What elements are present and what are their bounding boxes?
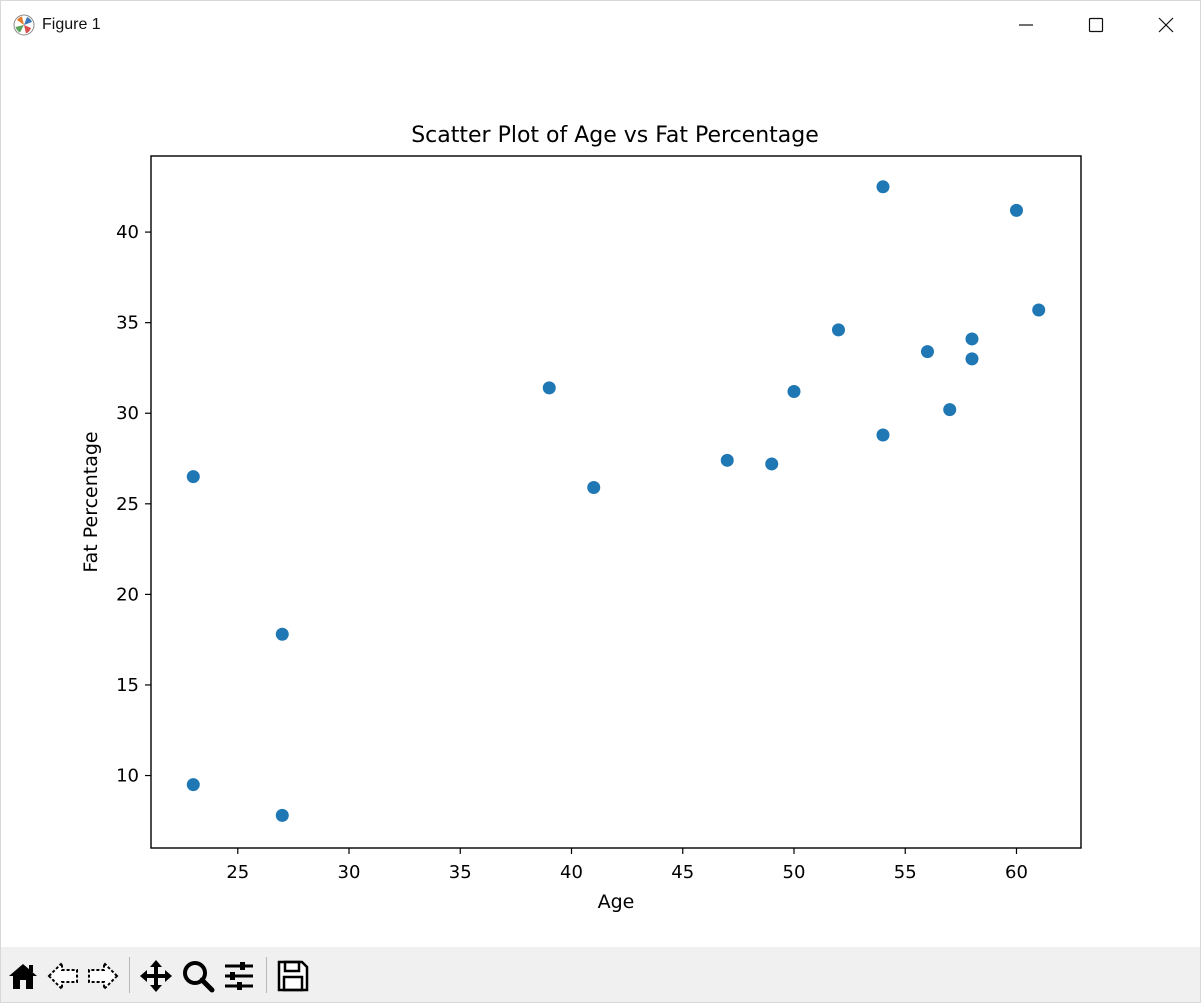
zoom-button[interactable] (181, 959, 215, 993)
data-point (943, 403, 957, 417)
data-point (920, 345, 934, 359)
pan-icon (140, 960, 172, 992)
data-point (186, 778, 200, 792)
scatter-plot: Scatter Plot of Age vs Fat Percentage 25… (80, 123, 1082, 913)
x-tick-label: 50 (783, 862, 806, 883)
chart-title: Scatter Plot of Age vs Fat Percentage (411, 123, 819, 148)
maximize-button[interactable] (1061, 1, 1131, 49)
back-arrow-icon (47, 960, 78, 992)
minimize-button[interactable] (991, 1, 1061, 49)
forward-button[interactable] (86, 959, 120, 993)
configure-subplots-button[interactable] (222, 959, 256, 993)
data-point (587, 481, 601, 495)
configure-subplots-icon (225, 962, 253, 990)
close-icon (1158, 17, 1174, 33)
y-tick-label: 40 (116, 222, 139, 243)
y-tick-label: 35 (116, 313, 139, 334)
figure-canvas[interactable]: Scatter Plot of Age vs Fat Percentage 25… (1, 49, 1200, 947)
matplotlib-logo-icon (13, 14, 35, 36)
save-button[interactable] (276, 959, 310, 993)
home-button[interactable] (6, 959, 40, 993)
data-point (186, 470, 200, 484)
y-tick-label: 25 (116, 494, 139, 515)
x-tick-label: 30 (338, 862, 361, 883)
x-tick-label: 40 (560, 862, 583, 883)
x-tick-label: 45 (671, 862, 694, 883)
toolbar-separator (129, 957, 130, 993)
data-points (186, 180, 1046, 822)
forward-arrow-icon (88, 960, 119, 992)
pan-button[interactable] (139, 959, 173, 993)
axes-frame (150, 155, 1082, 849)
y-axis-label: Fat Percentage (80, 431, 102, 572)
axis-ticks: 25 30 35 40 45 50 55 60 10 15 20 25 30 35 40 (116, 222, 1028, 883)
data-point (275, 808, 289, 822)
data-point (275, 627, 289, 641)
data-point (876, 428, 890, 442)
data-point (542, 381, 556, 395)
y-tick-label: 15 (116, 675, 139, 696)
y-tick-label: 10 (116, 766, 139, 787)
y-tick-label: 20 (116, 584, 139, 605)
data-point (876, 180, 890, 194)
x-tick-label: 35 (449, 862, 472, 883)
data-point (787, 384, 801, 398)
data-point (765, 457, 779, 471)
x-tick-label: 60 (1005, 862, 1028, 883)
x-axis-label: Age (598, 891, 635, 913)
data-point (965, 332, 979, 346)
navigation-toolbar (1, 947, 1200, 1002)
x-tick-label: 55 (894, 862, 917, 883)
data-point (1009, 203, 1023, 217)
zoom-icon (183, 961, 215, 993)
window-title: Figure 1 (42, 16, 101, 33)
title-bar[interactable]: Figure 1 (1, 1, 1200, 49)
close-button[interactable] (1131, 1, 1201, 49)
data-point (1032, 303, 1046, 317)
data-point (831, 323, 845, 337)
save-icon (277, 960, 309, 992)
back-button[interactable] (46, 959, 80, 993)
x-tick-label: 25 (226, 862, 249, 883)
maximize-icon (1088, 17, 1104, 33)
y-tick-label: 30 (116, 403, 139, 424)
data-point (965, 352, 979, 366)
data-point (720, 453, 734, 467)
toolbar-separator (266, 957, 267, 993)
home-icon (9, 964, 37, 989)
minimize-icon (1019, 24, 1033, 26)
